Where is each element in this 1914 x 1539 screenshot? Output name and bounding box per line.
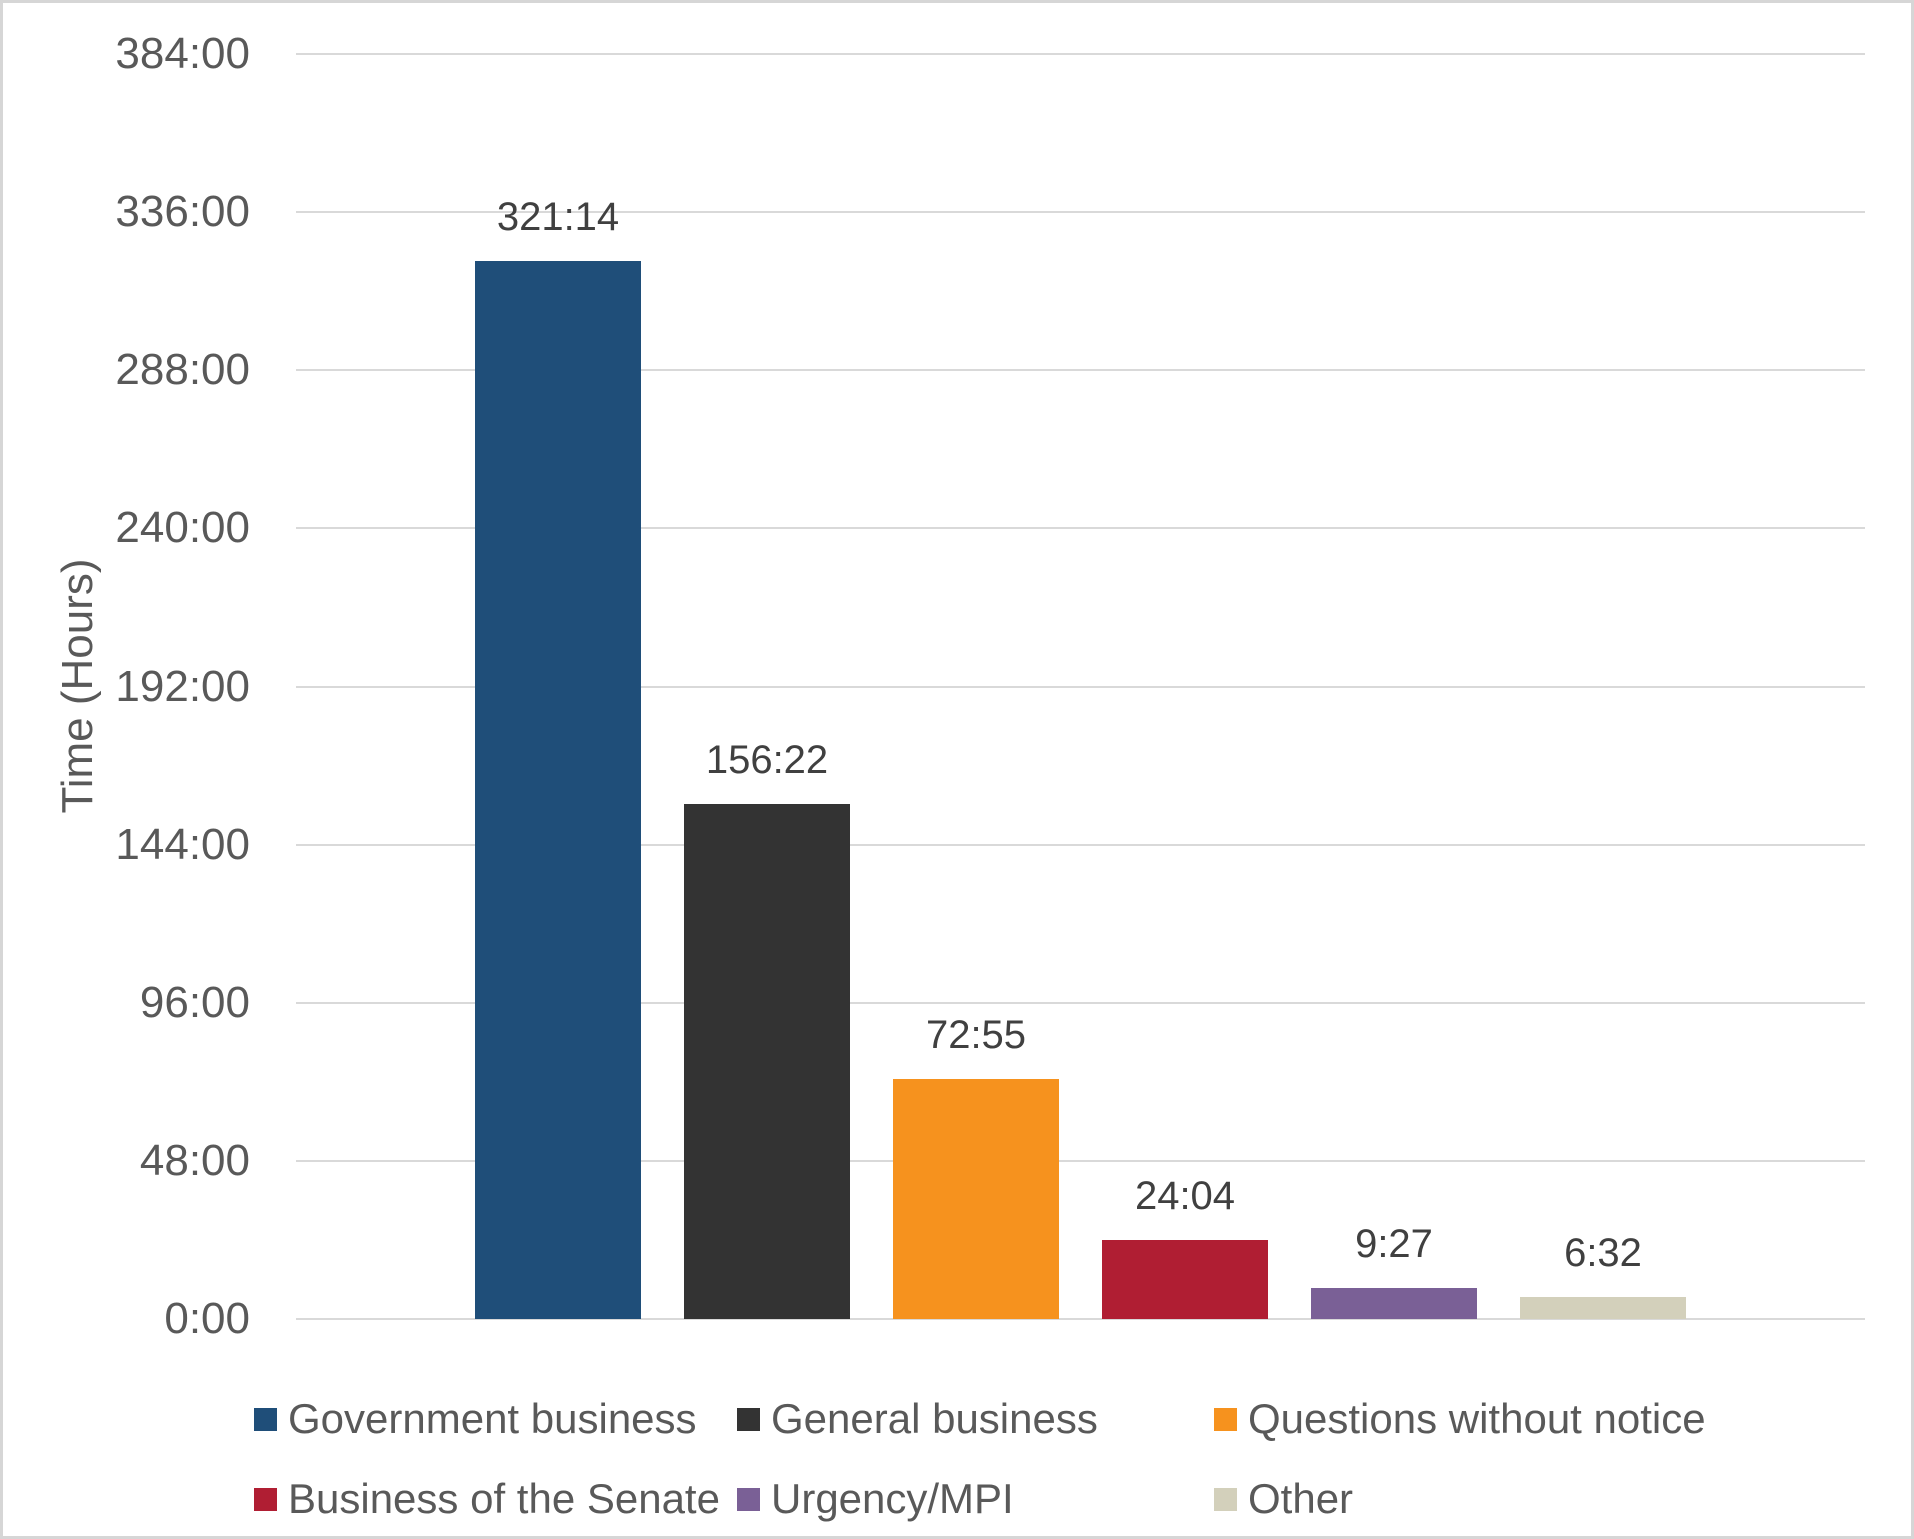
- legend-item-other: Other: [1214, 1475, 1353, 1523]
- bar-business-of-the-senate: [1102, 1239, 1268, 1319]
- bar-other: [1520, 1297, 1686, 1319]
- bar-government-business: [475, 260, 641, 1319]
- gridline: [296, 685, 1865, 688]
- legend-label: Urgency/MPI: [771, 1475, 1014, 1522]
- legend-swatch-icon: [1214, 1487, 1237, 1511]
- bar-value-label: 6:32: [1564, 1231, 1642, 1276]
- gridline: [296, 53, 1865, 55]
- gridline: [296, 1001, 1865, 1004]
- y-axis-tick-label: 0:00: [164, 1294, 250, 1343]
- legend-swatch-icon: [737, 1487, 760, 1511]
- legend-item-questions-without-notice: Questions without notice: [1214, 1395, 1706, 1443]
- bar-value-label: 321:14: [496, 194, 620, 239]
- y-axis-tick-label: 384:00: [115, 29, 250, 78]
- bar-value-label: 24:04: [1134, 1173, 1236, 1218]
- y-axis-tick-label: 192:00: [115, 661, 250, 711]
- bar-urgency-mpi: [1311, 1287, 1477, 1319]
- gridline: [296, 1159, 1865, 1162]
- gridline: [296, 211, 1865, 214]
- gridline: [296, 1318, 1865, 1320]
- legend-item-general-business: General business: [737, 1395, 1098, 1443]
- bar-value-label: 9:27: [1355, 1221, 1433, 1266]
- legend-item-urgency-mpi: Urgency/MPI: [737, 1475, 1014, 1523]
- legend-swatch-icon: [1214, 1407, 1237, 1431]
- y-axis-tick-label: 336:00: [115, 187, 250, 237]
- legend-swatch-icon: [737, 1407, 760, 1431]
- gridline: [296, 527, 1865, 530]
- y-axis-tick-label: 288:00: [115, 345, 250, 395]
- y-axis-tick-label: 96:00: [139, 977, 250, 1027]
- bar-general-business: [684, 803, 850, 1319]
- y-axis-tick-label: 144:00: [115, 819, 250, 869]
- legend-label: General business: [771, 1395, 1098, 1442]
- plot-area: 321:14 156:22 72:55 24:04 9:27 6:32: [296, 53, 1865, 1320]
- legend-label: Questions without notice: [1248, 1395, 1706, 1442]
- y-axis-title: Time (Hours): [53, 558, 102, 814]
- gridline: [296, 369, 1865, 372]
- legend-label: Government business: [288, 1395, 697, 1442]
- y-axis-tick-label: 48:00: [139, 1135, 250, 1185]
- legend-item-business-of-the-senate: Business of the Senate: [254, 1475, 720, 1523]
- legend-label: Other: [1248, 1475, 1354, 1522]
- legend-swatch-icon: [254, 1407, 277, 1431]
- legend-item-government-business: Government business: [254, 1395, 697, 1443]
- bar-value-label: 156:22: [705, 737, 829, 782]
- gridline: [296, 843, 1865, 846]
- legend-label: Business of the Senate: [288, 1475, 720, 1522]
- y-axis-tick-label: 240:00: [115, 503, 250, 553]
- bar-questions-without-notice: [893, 1078, 1059, 1319]
- bar-value-label: 72:55: [925, 1012, 1027, 1057]
- legend-swatch-icon: [254, 1487, 277, 1511]
